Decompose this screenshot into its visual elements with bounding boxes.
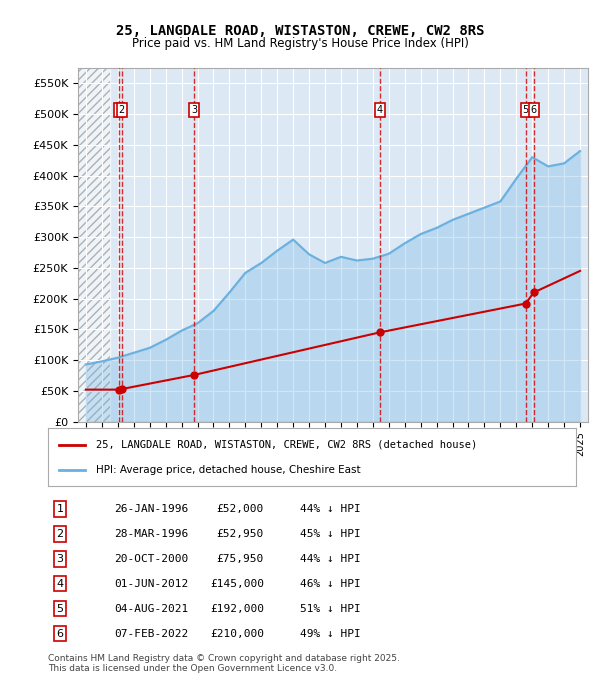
Bar [78, 68, 110, 422]
Text: £52,000: £52,000 [217, 504, 264, 514]
Text: 44% ↓ HPI: 44% ↓ HPI [300, 554, 361, 564]
Text: 25, LANGDALE ROAD, WISTASTON, CREWE, CW2 8RS (detached house): 25, LANGDALE ROAD, WISTASTON, CREWE, CW2… [95, 439, 477, 449]
Text: 25, LANGDALE ROAD, WISTASTON, CREWE, CW2 8RS: 25, LANGDALE ROAD, WISTASTON, CREWE, CW2… [116, 24, 484, 38]
Text: 28-MAR-1996: 28-MAR-1996 [114, 529, 188, 539]
Text: 1: 1 [56, 504, 64, 514]
Text: 5: 5 [56, 604, 64, 613]
Text: 04-AUG-2021: 04-AUG-2021 [114, 604, 188, 613]
Text: 2: 2 [56, 529, 64, 539]
Text: 46% ↓ HPI: 46% ↓ HPI [300, 579, 361, 589]
Text: 5: 5 [523, 105, 529, 116]
Bar [78, 68, 110, 422]
Text: 6: 6 [56, 628, 64, 639]
Text: 45% ↓ HPI: 45% ↓ HPI [300, 529, 361, 539]
Text: Price paid vs. HM Land Registry's House Price Index (HPI): Price paid vs. HM Land Registry's House … [131, 37, 469, 50]
Text: 01-JUN-2012: 01-JUN-2012 [114, 579, 188, 589]
Text: 20-OCT-2000: 20-OCT-2000 [114, 554, 188, 564]
Text: 6: 6 [531, 105, 537, 116]
Text: £210,000: £210,000 [210, 628, 264, 639]
Text: 4: 4 [376, 105, 383, 116]
Text: 1: 1 [116, 105, 122, 116]
Text: 44% ↓ HPI: 44% ↓ HPI [300, 504, 361, 514]
Text: HPI: Average price, detached house, Cheshire East: HPI: Average price, detached house, Ches… [95, 465, 360, 475]
Text: 2: 2 [119, 105, 125, 116]
Text: 26-JAN-1996: 26-JAN-1996 [114, 504, 188, 514]
Text: Contains HM Land Registry data © Crown copyright and database right 2025.
This d: Contains HM Land Registry data © Crown c… [48, 653, 400, 673]
Text: 49% ↓ HPI: 49% ↓ HPI [300, 628, 361, 639]
Text: £192,000: £192,000 [210, 604, 264, 613]
Text: 3: 3 [56, 554, 64, 564]
Text: £75,950: £75,950 [217, 554, 264, 564]
Text: 51% ↓ HPI: 51% ↓ HPI [300, 604, 361, 613]
Text: £145,000: £145,000 [210, 579, 264, 589]
Text: £52,950: £52,950 [217, 529, 264, 539]
Text: 07-FEB-2022: 07-FEB-2022 [114, 628, 188, 639]
Text: 3: 3 [191, 105, 197, 116]
Text: 4: 4 [56, 579, 64, 589]
